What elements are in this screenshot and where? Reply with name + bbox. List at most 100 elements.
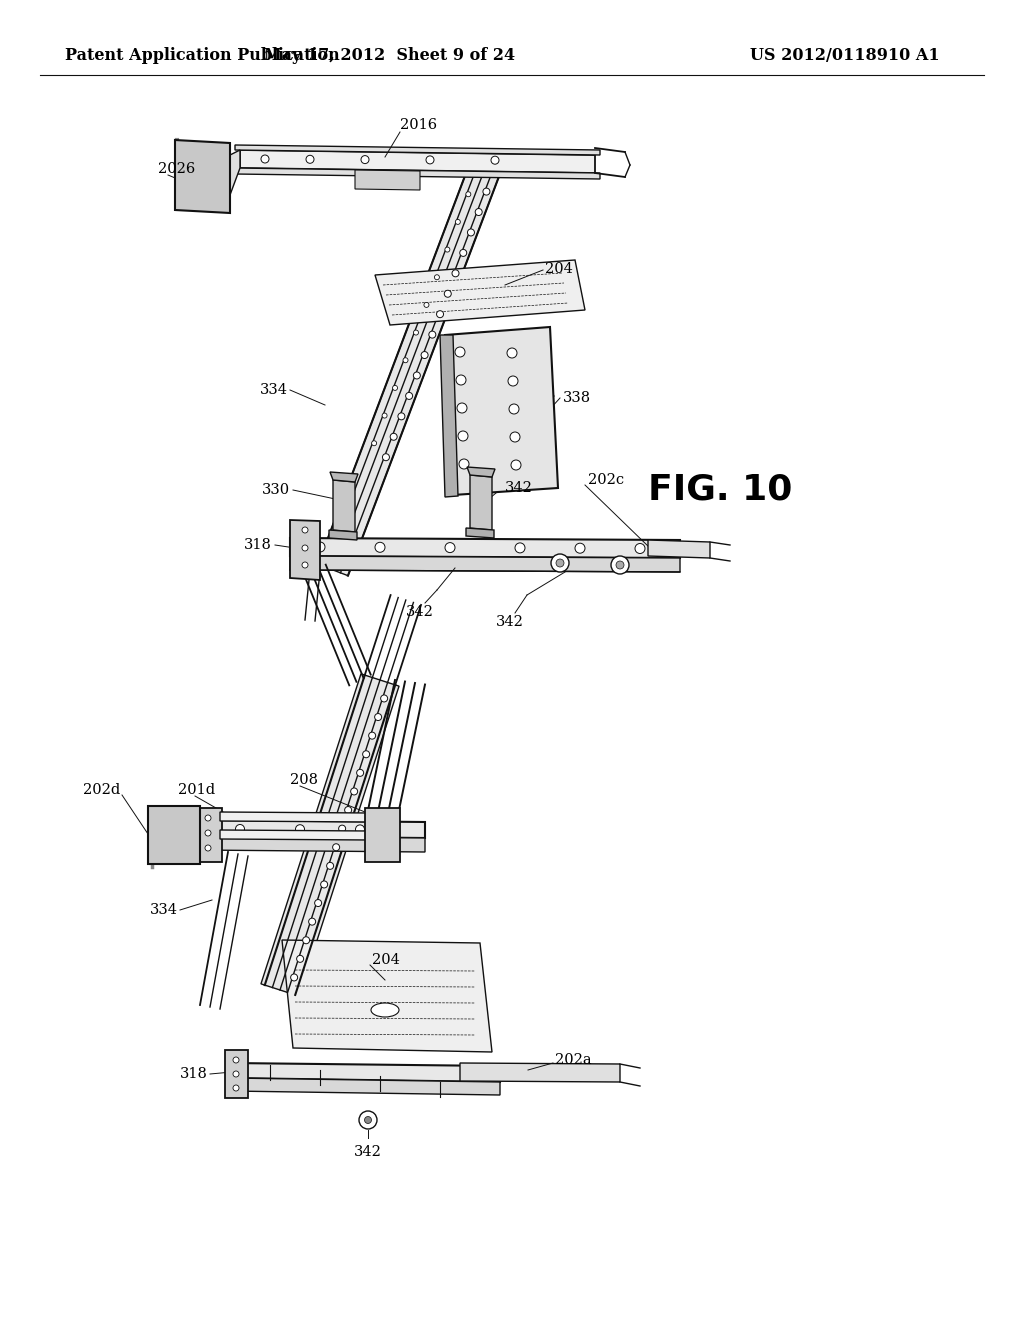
Circle shape bbox=[205, 814, 211, 821]
Circle shape bbox=[382, 413, 387, 418]
Circle shape bbox=[515, 543, 525, 553]
Polygon shape bbox=[230, 150, 240, 195]
Polygon shape bbox=[225, 1049, 248, 1098]
Text: 2026: 2026 bbox=[158, 162, 196, 176]
Polygon shape bbox=[198, 820, 425, 838]
Polygon shape bbox=[445, 327, 558, 495]
Circle shape bbox=[392, 385, 397, 391]
Circle shape bbox=[233, 1071, 239, 1077]
Ellipse shape bbox=[371, 1003, 399, 1016]
Circle shape bbox=[457, 403, 467, 413]
Text: 342: 342 bbox=[407, 605, 434, 619]
Text: 202d: 202d bbox=[83, 783, 120, 797]
Text: 342: 342 bbox=[354, 1144, 382, 1159]
Circle shape bbox=[359, 1111, 377, 1129]
Circle shape bbox=[291, 974, 298, 981]
Circle shape bbox=[635, 544, 645, 553]
Text: 201d: 201d bbox=[178, 783, 215, 797]
Circle shape bbox=[414, 372, 421, 379]
Text: 202c: 202c bbox=[588, 473, 624, 487]
Polygon shape bbox=[329, 531, 357, 540]
Circle shape bbox=[436, 310, 443, 318]
Circle shape bbox=[381, 694, 388, 702]
Circle shape bbox=[233, 1085, 239, 1092]
Circle shape bbox=[361, 156, 369, 164]
Circle shape bbox=[424, 302, 429, 308]
Circle shape bbox=[205, 830, 211, 836]
Text: US 2012/0118910 A1: US 2012/0118910 A1 bbox=[750, 46, 940, 63]
Text: May 17, 2012  Sheet 9 of 24: May 17, 2012 Sheet 9 of 24 bbox=[264, 46, 515, 63]
Text: 318: 318 bbox=[244, 539, 272, 552]
Circle shape bbox=[379, 817, 385, 822]
Circle shape bbox=[460, 249, 467, 256]
Circle shape bbox=[306, 156, 314, 164]
Text: 204: 204 bbox=[545, 261, 572, 276]
Polygon shape bbox=[220, 830, 370, 840]
Circle shape bbox=[510, 432, 520, 442]
Circle shape bbox=[455, 347, 465, 356]
Circle shape bbox=[398, 413, 404, 420]
Polygon shape bbox=[175, 140, 230, 213]
Circle shape bbox=[155, 845, 165, 855]
Circle shape bbox=[456, 219, 461, 224]
Polygon shape bbox=[230, 1078, 500, 1096]
Text: FIG. 10: FIG. 10 bbox=[648, 473, 793, 507]
Polygon shape bbox=[355, 170, 420, 190]
Circle shape bbox=[421, 351, 428, 359]
Circle shape bbox=[616, 561, 624, 569]
Circle shape bbox=[456, 375, 466, 385]
Circle shape bbox=[369, 733, 376, 739]
Polygon shape bbox=[234, 145, 600, 154]
Text: 318: 318 bbox=[180, 1067, 208, 1081]
Circle shape bbox=[406, 392, 413, 400]
Polygon shape bbox=[467, 467, 495, 477]
Circle shape bbox=[452, 269, 459, 277]
Circle shape bbox=[236, 825, 245, 833]
Circle shape bbox=[333, 843, 340, 851]
Polygon shape bbox=[220, 812, 370, 822]
Circle shape bbox=[511, 459, 521, 470]
Circle shape bbox=[205, 845, 211, 851]
Polygon shape bbox=[290, 556, 680, 572]
Polygon shape bbox=[282, 940, 492, 1052]
Polygon shape bbox=[333, 480, 355, 532]
Circle shape bbox=[296, 825, 304, 834]
Polygon shape bbox=[318, 149, 505, 576]
Circle shape bbox=[444, 290, 452, 297]
Circle shape bbox=[339, 825, 346, 832]
Circle shape bbox=[466, 191, 471, 197]
Text: 338: 338 bbox=[563, 391, 591, 405]
Polygon shape bbox=[234, 168, 600, 180]
Circle shape bbox=[382, 454, 389, 461]
Polygon shape bbox=[240, 150, 595, 173]
Circle shape bbox=[468, 228, 474, 236]
Circle shape bbox=[379, 832, 385, 838]
Circle shape bbox=[314, 899, 322, 907]
Text: 202a: 202a bbox=[555, 1053, 592, 1067]
Circle shape bbox=[350, 788, 357, 795]
Circle shape bbox=[345, 807, 351, 813]
Text: Patent Application Publication: Patent Application Publication bbox=[65, 46, 340, 63]
Text: 208: 208 bbox=[290, 774, 318, 787]
Circle shape bbox=[302, 527, 308, 533]
Circle shape bbox=[490, 156, 499, 164]
Polygon shape bbox=[466, 528, 494, 539]
Circle shape bbox=[356, 770, 364, 776]
Circle shape bbox=[403, 358, 408, 363]
Circle shape bbox=[379, 847, 385, 853]
Polygon shape bbox=[290, 520, 319, 579]
Polygon shape bbox=[198, 836, 425, 851]
Circle shape bbox=[315, 543, 325, 552]
Polygon shape bbox=[470, 475, 492, 531]
Polygon shape bbox=[290, 539, 680, 558]
Circle shape bbox=[459, 459, 469, 469]
Polygon shape bbox=[460, 1063, 620, 1082]
Circle shape bbox=[375, 543, 385, 552]
Text: 334: 334 bbox=[150, 903, 178, 917]
Circle shape bbox=[444, 247, 450, 252]
Circle shape bbox=[458, 432, 468, 441]
Circle shape bbox=[341, 502, 347, 508]
Circle shape bbox=[507, 348, 517, 358]
Circle shape bbox=[297, 956, 304, 962]
Text: 342: 342 bbox=[505, 480, 532, 495]
